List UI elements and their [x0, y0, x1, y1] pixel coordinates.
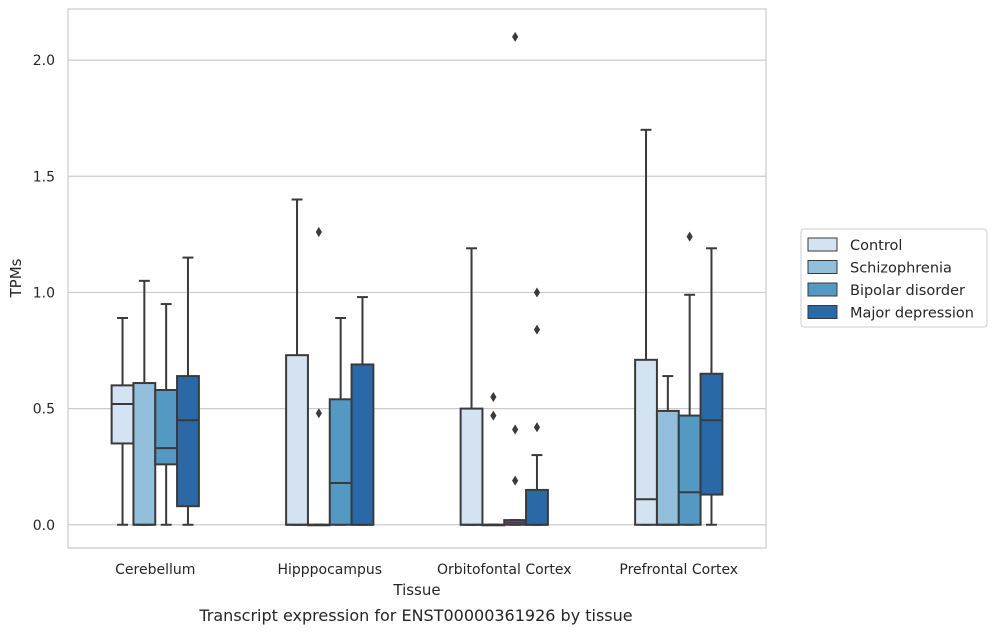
box	[350, 296, 375, 526]
outlier-marker	[533, 422, 541, 433]
x-tick-label: Orbitofontal Cortex	[437, 562, 572, 578]
box-groups	[110, 31, 724, 527]
box	[503, 31, 528, 526]
box	[459, 247, 484, 526]
box-body	[655, 409, 680, 526]
box-body	[699, 372, 724, 496]
box-body	[132, 382, 157, 526]
box-body	[285, 354, 309, 526]
box	[285, 198, 309, 526]
box-body	[328, 398, 353, 526]
legend-frame	[800, 228, 988, 328]
legend-label: Major depression	[850, 306, 974, 322]
y-tick-label: 1.0	[33, 285, 55, 301]
x-axis-label: Tissue	[392, 581, 440, 599]
outlier-marker	[490, 410, 497, 421]
legend-label: Bipolar disorder	[850, 283, 965, 299]
outlier-marker	[512, 31, 519, 42]
box-body	[110, 384, 135, 445]
y-tick-label: 2.0	[33, 53, 55, 69]
box-body	[154, 389, 179, 466]
legend-swatch	[807, 282, 838, 297]
x-tick-label: Cerebellum	[115, 562, 195, 578]
x-tick-labels: Cerebellum Hipppocampus Orbitofontal Corte…	[115, 562, 738, 578]
y-tick-label: 0.5	[33, 402, 55, 418]
box	[110, 316, 135, 526]
box-body	[350, 363, 375, 526]
legend: Control Schizophrenia Bipolar disorder Majo…	[800, 228, 988, 328]
legend-swatch	[807, 305, 838, 319]
outlier-marker	[315, 227, 322, 238]
box	[677, 231, 702, 526]
box	[525, 287, 549, 526]
box-body	[176, 375, 200, 508]
x-tick-label: Prefrontal Cortex	[619, 562, 738, 578]
box	[306, 227, 331, 527]
y-tick-label: 1.5	[33, 169, 55, 185]
chart-caption: Transcript expression for ENST0000036192…	[199, 606, 633, 625]
plot-frame	[67, 8, 767, 549]
box-body	[677, 414, 702, 526]
legend-label: Schizophrenia	[850, 261, 952, 277]
box	[176, 256, 200, 526]
legend-swatch	[807, 260, 838, 274]
outlier-marker	[512, 424, 519, 435]
outlier-marker	[533, 287, 541, 298]
box-body	[459, 407, 484, 526]
box-body	[525, 488, 549, 526]
outlier-marker	[315, 408, 322, 419]
outlier-marker	[490, 391, 497, 402]
box	[132, 279, 157, 526]
outlier-marker	[512, 475, 519, 486]
y-axis-label: TPMs	[7, 258, 25, 298]
legend-label: Control	[850, 238, 902, 254]
box	[699, 247, 724, 526]
box	[154, 303, 179, 526]
outlier-marker	[533, 324, 541, 335]
legend-swatch	[807, 237, 838, 252]
y-tick-label: 0.0	[33, 518, 55, 534]
x-tick-label: Hipppocampus	[277, 562, 382, 578]
box	[655, 375, 680, 526]
box	[634, 128, 658, 526]
y-tick-labels: 0.0 0.5 1.0 1.5 2.0	[33, 53, 55, 534]
outlier-marker	[686, 231, 693, 242]
